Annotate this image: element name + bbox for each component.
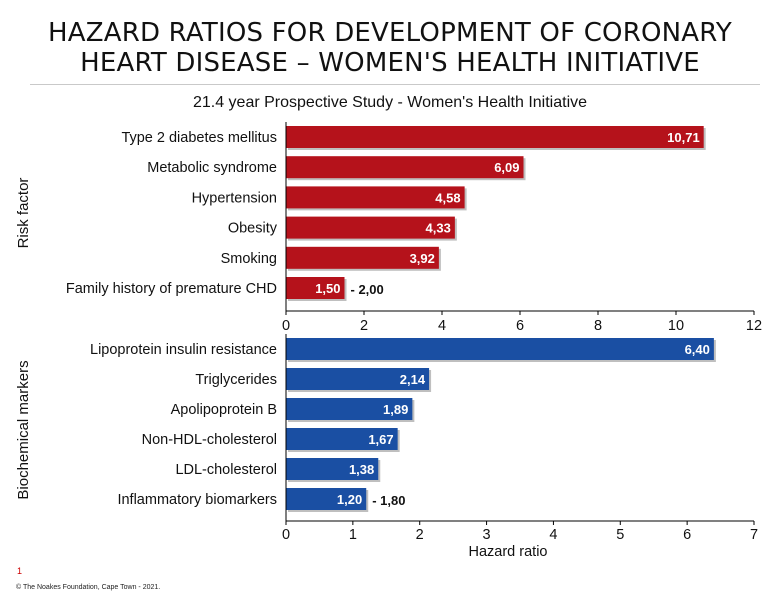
biochem-x-tick-label: 0: [282, 527, 290, 543]
biochem-category-label: Inflammatory biomarkers: [117, 492, 277, 508]
biochem-bar: [286, 398, 413, 420]
risk-category-label: Type 2 diabetes mellitus: [121, 130, 277, 146]
biochem-category-label: Apolipoprotein B: [171, 402, 277, 418]
risk-bar-value-label: 10,71: [667, 130, 700, 145]
biochem-category-label: Lipoprotein insulin resistance: [90, 342, 277, 358]
biochem-bar-value-label: 2,14: [400, 372, 426, 387]
risk-bar-value-label: 3,92: [410, 251, 435, 266]
risk-x-tick-label: 8: [594, 318, 602, 334]
title-line-2: HEART DISEASE – WOMEN'S HEALTH INITIATIV…: [80, 48, 700, 78]
biochem-bar-value-label: 6,40: [685, 342, 710, 357]
biochem-bar-value-label: 1,38: [349, 462, 374, 477]
biochem-bar-value-label: 1,67: [368, 432, 393, 447]
risk-x-tick-label: 4: [438, 318, 446, 334]
copyright-footer: © The Noakes Foundation, Cape Town - 202…: [16, 584, 161, 591]
risk-category-label: Family history of premature CHD: [66, 281, 277, 297]
biochem-bar: [286, 488, 367, 510]
biochem-bar: [286, 458, 379, 480]
title-divider: [30, 84, 760, 85]
risk-x-tick-label: 0: [282, 318, 290, 334]
risk-bar: [286, 216, 455, 239]
risk-bar-value-label: 1,50: [315, 281, 340, 296]
risk-bar: [286, 126, 704, 148]
risk-x-tick-label: 6: [516, 318, 524, 334]
risk-category-label: Metabolic syndrome: [147, 160, 277, 176]
biochem-category-label: Triglycerides: [195, 372, 277, 388]
risk-x-tick-label: 10: [668, 318, 684, 334]
risk-bar-value-label: 6,09: [494, 160, 519, 175]
risk-bar: [286, 277, 345, 299]
risk-category-label: Obesity: [228, 221, 278, 237]
risk-x-tick-label: 2: [360, 318, 368, 334]
biochem-range-label: - 1,80: [372, 493, 405, 508]
biochem-x-axis-label: Hazard ratio: [469, 544, 548, 560]
risk-x-tick-label: 12: [746, 318, 762, 334]
risk-bar-value-label: 4,33: [426, 221, 451, 236]
biochem-x-tick-label: 3: [483, 527, 491, 543]
biochem-x-tick-label: 1: [349, 527, 357, 543]
biochem-bar-value-label: 1,89: [383, 402, 408, 417]
biochem-bar: [286, 368, 430, 390]
risk-bar: [286, 186, 465, 209]
biochem-x-tick-label: 2: [416, 527, 424, 543]
biochem-category-label: LDL-cholesterol: [175, 462, 277, 478]
risk-category-label: Smoking: [221, 251, 277, 267]
title-line-1: HAZARD RATIOS FOR DEVELOPMENT OF CORONAR…: [48, 18, 732, 48]
biochem-x-tick-label: 7: [750, 527, 758, 543]
risk-category-label: Hypertension: [192, 190, 277, 206]
biochem-bar: [286, 428, 398, 450]
biochem-bar-value-label: 1,20: [337, 492, 362, 507]
biochem-bar: [286, 338, 714, 360]
chart-title: HAZARD RATIOS FOR DEVELOPMENT OF CORONAR…: [0, 18, 780, 78]
biochem-x-tick-label: 5: [616, 527, 624, 543]
risk-bar-value-label: 4,58: [435, 190, 460, 205]
biochem-x-tick-label: 4: [549, 527, 557, 543]
biochem-x-tick-label: 6: [683, 527, 691, 543]
risk-range-label: - 2,00: [351, 282, 384, 297]
risk-bar: [286, 246, 439, 269]
risk-y-axis-label: Risk factor: [15, 178, 32, 249]
biochem-y-axis-label: Biochemical markers: [15, 360, 32, 499]
chart-subtitle: 21.4 year Prospective Study - Women's He…: [192, 94, 588, 111]
risk-bar: [286, 156, 524, 179]
page-number: 1: [17, 566, 23, 576]
biochem-category-label: Non-HDL-cholesterol: [142, 432, 277, 448]
